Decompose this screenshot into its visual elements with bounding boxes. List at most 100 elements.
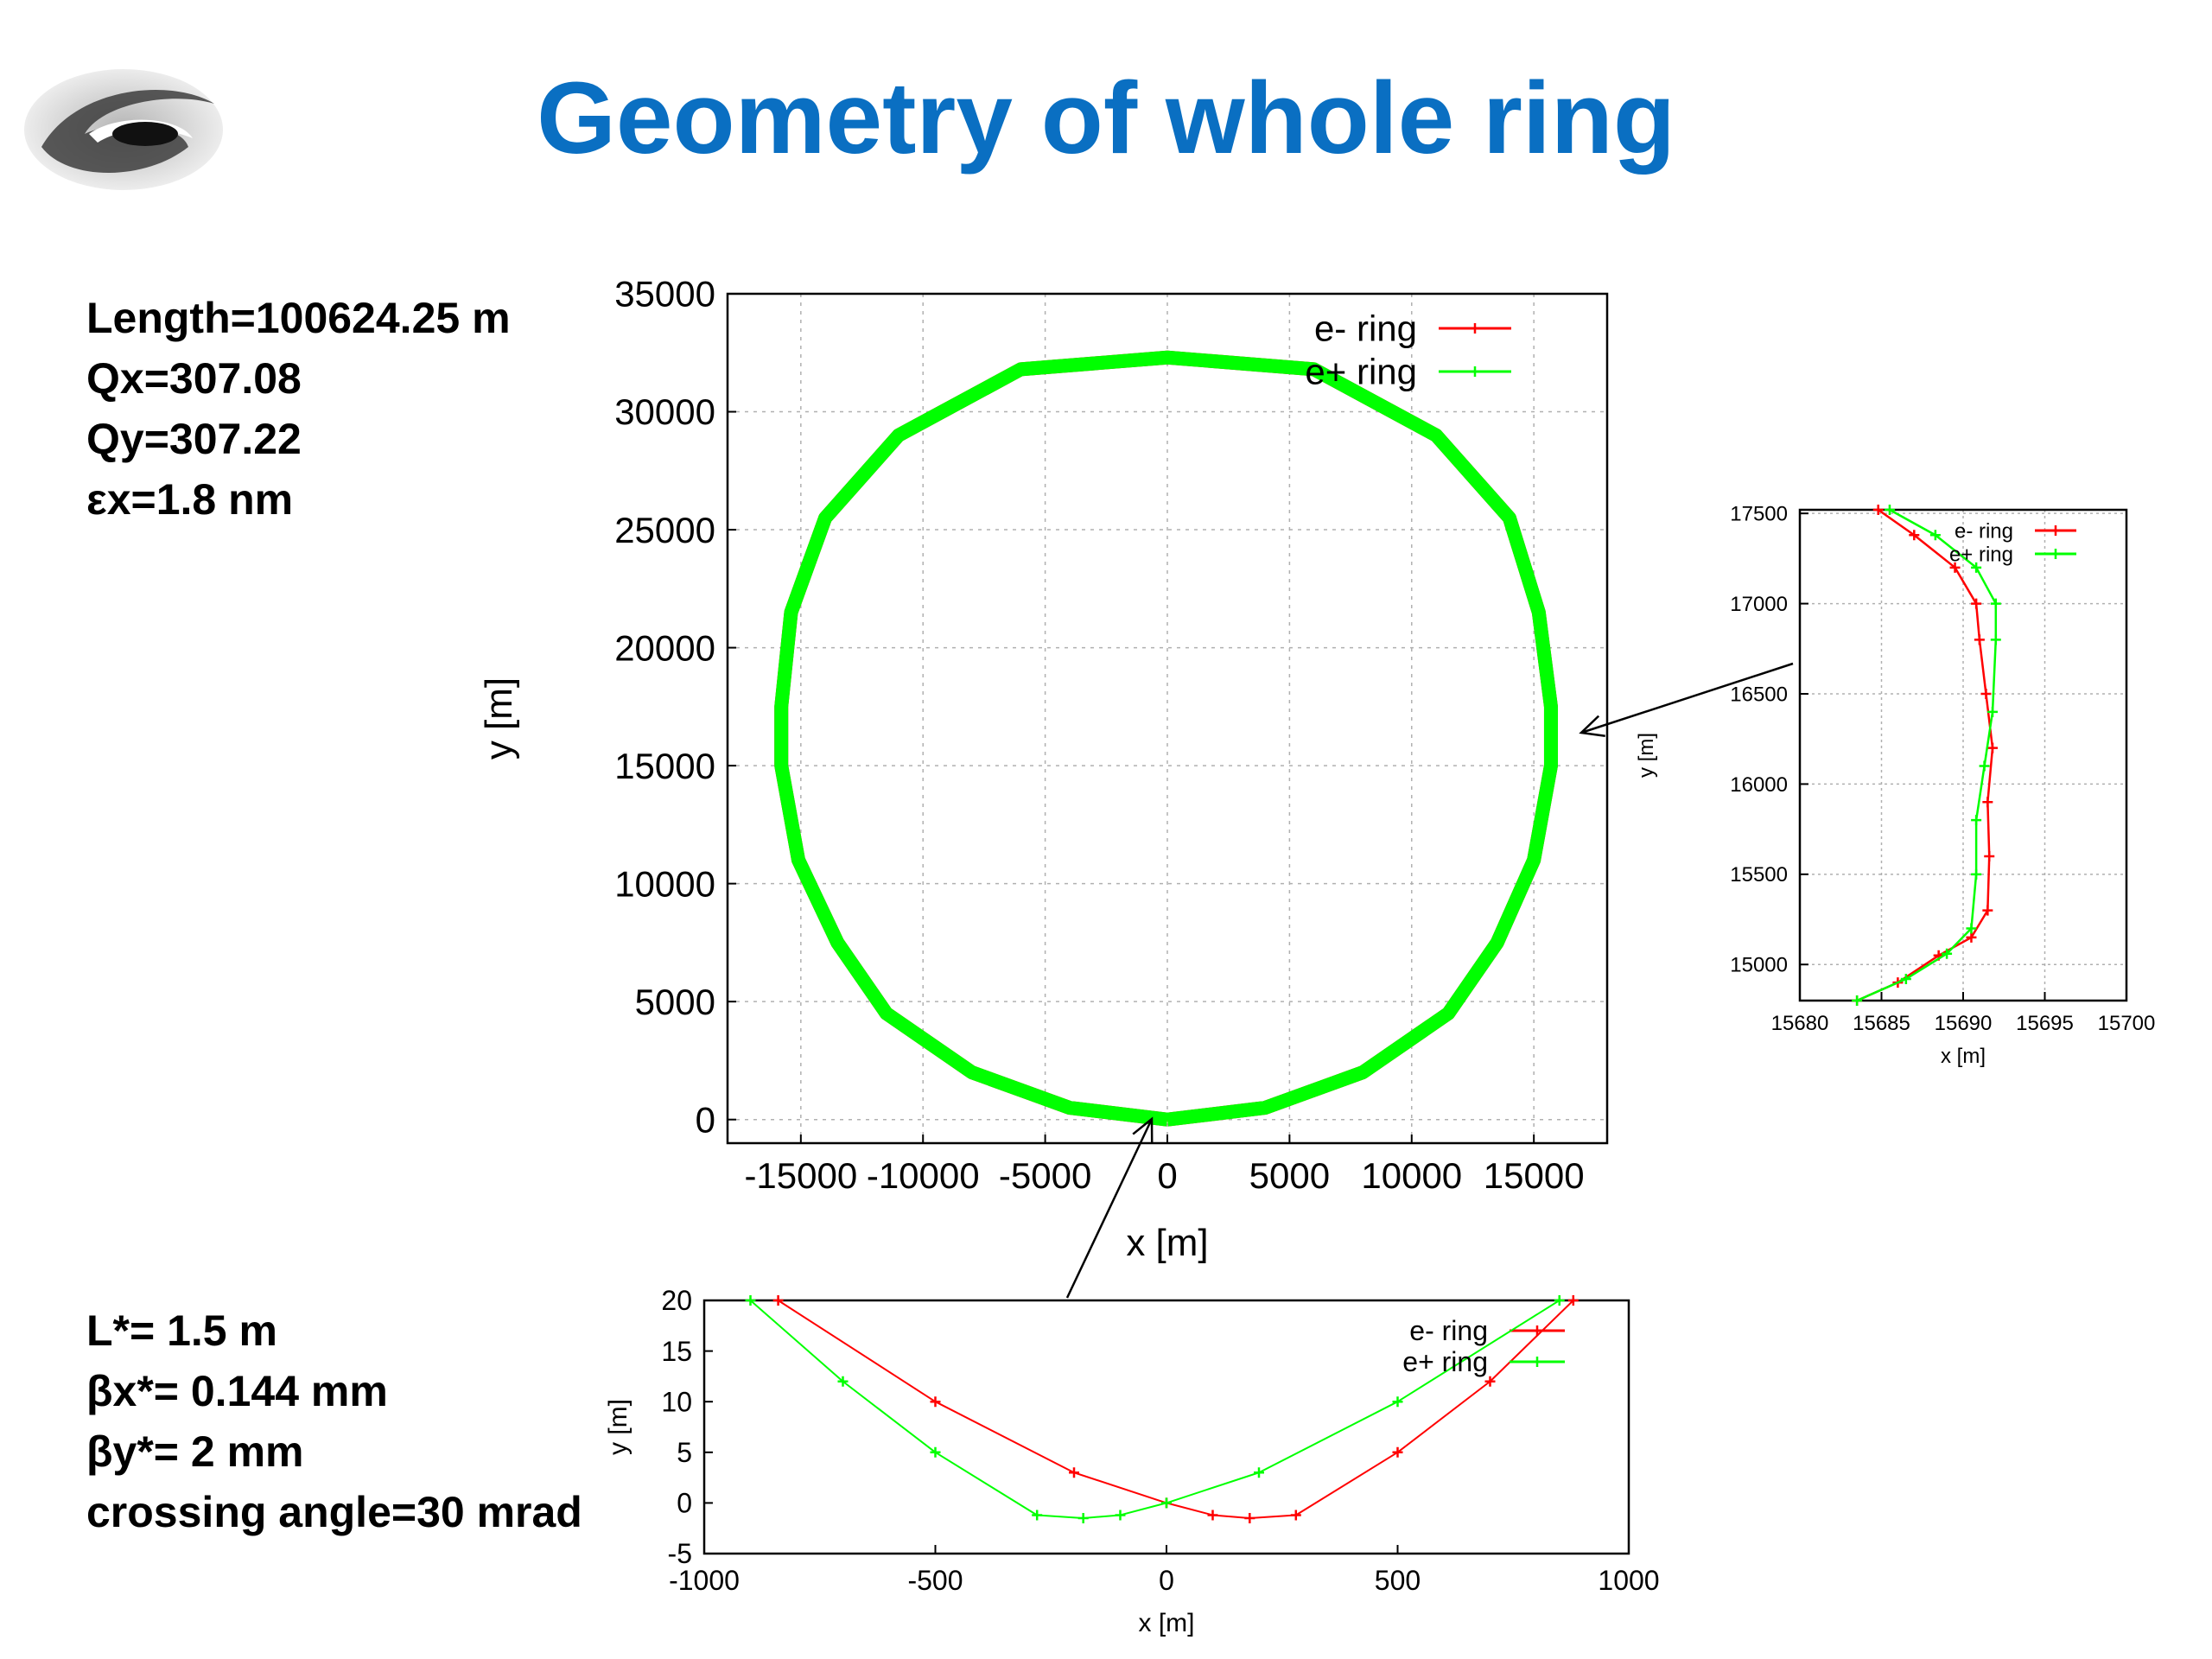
data-point: [1392, 1446, 1403, 1458]
data-point: [1909, 530, 1920, 541]
data-point: [1980, 689, 1992, 699]
y-tick-label: 30000: [614, 391, 715, 432]
y-tick-label: 15: [661, 1336, 692, 1367]
data-point: [1987, 742, 1999, 753]
data-point: [1942, 948, 1953, 959]
series-line-e-minus: [774, 350, 1558, 1127]
data-point: [1077, 1512, 1089, 1523]
data-point: [1852, 995, 1863, 1006]
x-axis-label: x [m]: [1941, 1045, 1986, 1068]
data-point: [1990, 598, 2001, 609]
ip-parameters: L*= 1.5 m βx*= 0.144 mm βy*= 2 mm crossi…: [86, 1300, 582, 1542]
data-point: [1884, 505, 1895, 515]
data-point: [1949, 562, 1961, 573]
legend-marker: [1470, 366, 1480, 377]
x-axis-label: x [m]: [1126, 1222, 1208, 1264]
data-point: [1982, 905, 1993, 916]
y-tick-label: 25000: [614, 510, 715, 550]
zoom-arc-chart: 15680 15685 15690 15695 15700 15000 15500 16000…: [1635, 503, 2155, 1068]
y-tick-label: 0: [677, 1488, 692, 1519]
x-tick-label: 1000: [1598, 1565, 1659, 1596]
data-point: [837, 1376, 849, 1387]
data-point: [1966, 923, 1977, 934]
legend-label: e+ ring: [1305, 352, 1417, 392]
y-tick-label: 20: [661, 1285, 692, 1316]
x-tick-label: 15000: [1484, 1155, 1585, 1196]
data-point: [1254, 1467, 1264, 1478]
y-tick-label: 10: [661, 1386, 692, 1417]
legend-marker: [1532, 1325, 1542, 1336]
x-tick-label: -500: [907, 1565, 963, 1596]
legend-marker: [2050, 525, 2061, 536]
data-point: [1987, 706, 1999, 717]
data-point: [1979, 760, 1990, 772]
legend-label: e- ring: [1409, 1315, 1488, 1346]
page-title: Geometry of whole ring: [537, 61, 1675, 175]
y-tick-label: 35000: [614, 274, 715, 315]
legend-label: e- ring: [1314, 308, 1417, 349]
data-point: [1032, 1510, 1043, 1521]
x-tick-label: -5000: [999, 1155, 1091, 1196]
x-tick-label: 10000: [1361, 1155, 1462, 1196]
data-point: [1971, 598, 1982, 609]
y-tick-label: 16000: [1730, 773, 1788, 797]
data-point: [930, 1396, 941, 1408]
x-tick-label: 500: [1375, 1565, 1421, 1596]
data-point: [1872, 505, 1884, 515]
x-tick-label: 0: [1159, 1565, 1174, 1596]
data-point: [1554, 1295, 1565, 1306]
y-axis-label: y [m]: [604, 1399, 632, 1455]
data-point: [1392, 1396, 1403, 1408]
y-tick-label: 5000: [635, 982, 715, 1022]
y-tick-label: 0: [696, 1099, 715, 1140]
data-point: [745, 1295, 756, 1306]
x-axis-label: x [m]: [1139, 1609, 1195, 1637]
data-point: [1115, 1510, 1126, 1521]
x-tick-label: 0: [1157, 1155, 1177, 1196]
data-point: [1982, 797, 1993, 808]
data-point: [1974, 634, 1985, 645]
emittance-label: εx=1.8 nm: [86, 475, 294, 524]
arrow-to-ip-head: [1132, 1116, 1154, 1144]
x-tick-label: 15685: [1853, 1012, 1910, 1035]
legend-marker: [1470, 323, 1480, 334]
zoom-arrows: [1065, 662, 1794, 1299]
legend-marker: [1532, 1357, 1542, 1367]
y-axis-label: y [m]: [1635, 733, 1658, 778]
x-tick-label: 15690: [1935, 1012, 1993, 1035]
data-point: [1984, 850, 1995, 861]
y-tick-label: 15000: [614, 746, 715, 786]
length-label: Length=100624.25 m: [86, 294, 511, 342]
series-line-e-plus: [774, 350, 1558, 1127]
y-axis-label: y [m]: [478, 677, 520, 760]
data-point: [1971, 815, 1982, 826]
y-tick-label: 15500: [1730, 863, 1788, 887]
x-tick-label: 15700: [2098, 1012, 2156, 1035]
series-line-e-plus: [749, 1300, 1560, 1519]
data-point: [1244, 1512, 1255, 1523]
y-tick-label: 15000: [1730, 954, 1788, 977]
y-tick-label: 16500: [1730, 683, 1788, 706]
beta-x-label: βx*= 0.144 mm: [86, 1367, 388, 1415]
data-point: [1207, 1510, 1218, 1521]
x-tick-label: -1000: [669, 1565, 740, 1596]
zoom-ip-chart: -1000 -500 0 500 1000 -5 0 5 10 15 20 x [m] y [m] e- …: [604, 1285, 1660, 1637]
qx-label: Qx=307.08: [86, 354, 302, 403]
y-tick-label: -5: [668, 1538, 692, 1569]
crossing-angle-label: crossing angle=30 mrad: [86, 1488, 582, 1536]
y-tick-label: 5: [677, 1437, 692, 1468]
series-line-e-minus: [778, 1300, 1574, 1519]
data-point: [1971, 868, 1982, 880]
legend-label: e+ ring: [1949, 543, 2013, 566]
data-point: [1990, 634, 2001, 645]
plot-frame: [702, 1299, 1630, 1555]
legend-label: e- ring: [1955, 519, 2013, 543]
x-tick-label: 5000: [1249, 1155, 1330, 1196]
data-point: [1484, 1376, 1496, 1387]
ring-parameters: Length=100624.25 m Qx=307.08 Qy=307.22 ε…: [86, 288, 511, 530]
x-tick-label: 15695: [2016, 1012, 2074, 1035]
data-point: [1567, 1295, 1579, 1306]
whole-ring-chart: -15000 -10000 -5000 0 5000 10000 15000 0 5000 100…: [478, 274, 1609, 1264]
ihep-logo-icon: [16, 52, 232, 199]
